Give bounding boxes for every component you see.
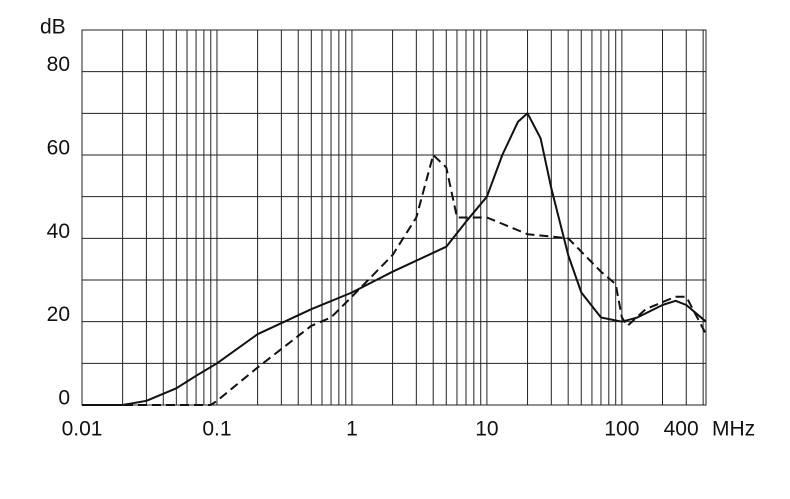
x-tick-label: 0.1 — [202, 418, 231, 441]
plot-frame — [81, 29, 707, 406]
y-tick-label: 20 — [47, 303, 70, 326]
x-axis-label: MHz — [712, 418, 755, 441]
y-tick-label: 0 — [58, 387, 70, 410]
x-tick-label: 100 — [604, 418, 639, 441]
x-tick-label: 0.01 — [62, 418, 103, 441]
y-tick-label: 80 — [47, 53, 70, 76]
x-tick-label: 10 — [475, 418, 498, 441]
x-tick-label: 400 — [664, 418, 699, 441]
x-tick-label: 1 — [346, 418, 358, 441]
line-series — [82, 112, 707, 406]
y-tick-label: 40 — [47, 220, 70, 243]
y-tick-label: 60 — [47, 137, 70, 160]
line-series — [82, 154, 707, 406]
y-axis-label: dB — [40, 16, 66, 39]
